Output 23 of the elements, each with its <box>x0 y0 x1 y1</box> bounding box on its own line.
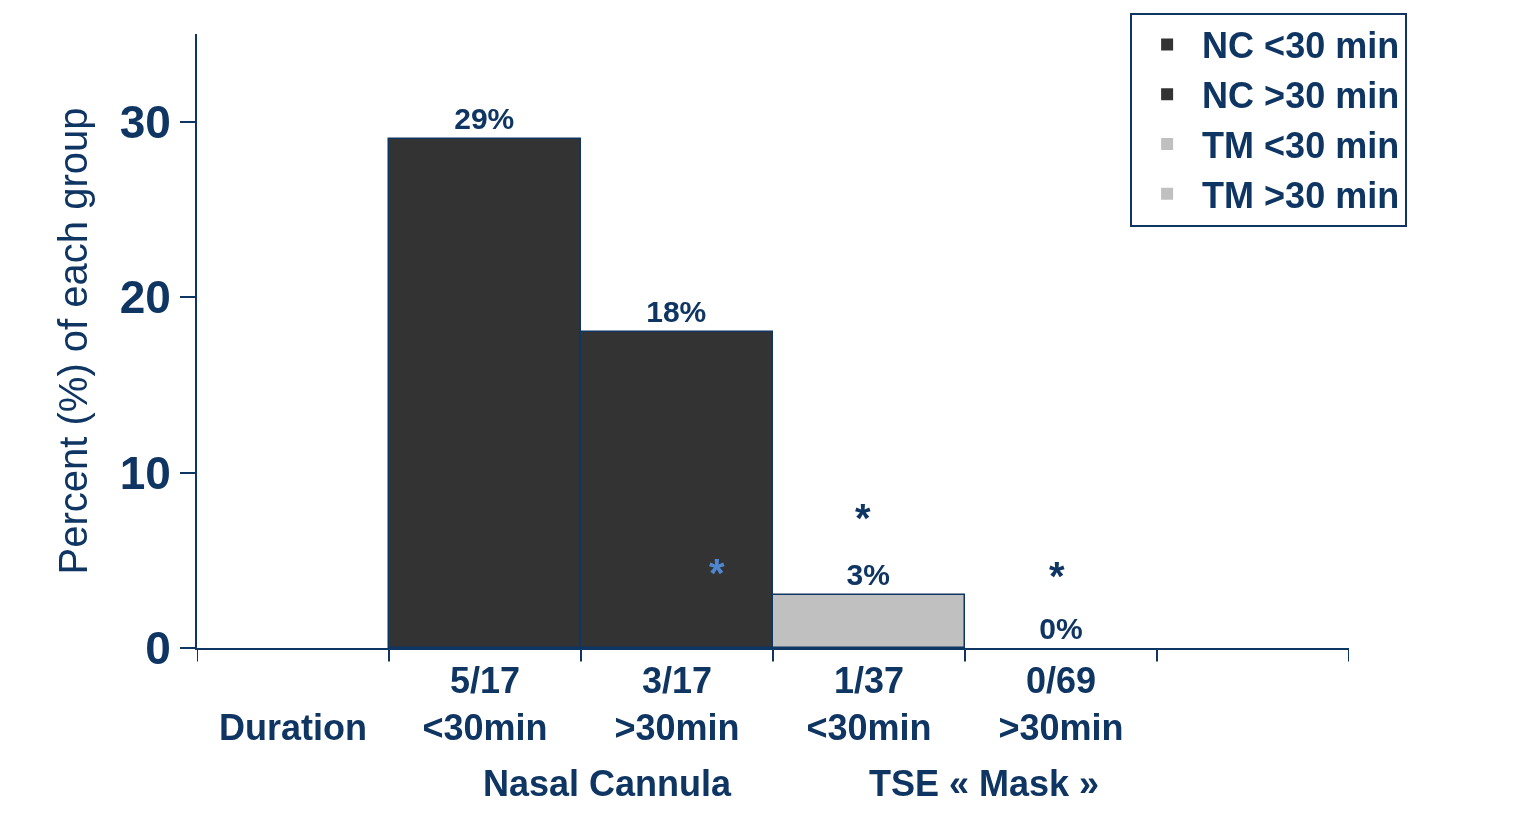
text: Nasal Cannula <box>483 763 733 804</box>
legend-label: NC <30 min <box>1202 25 1400 67</box>
x-tick-label: Duration <box>219 707 367 748</box>
data-label: 18% <box>646 295 707 329</box>
annotation: * <box>855 496 871 540</box>
y-axis-title: Percent (%) of each group <box>50 107 95 575</box>
data-label: 29% <box>454 102 515 136</box>
data-label: 0% <box>1039 612 1083 645</box>
legend-label: TM <30 min <box>1202 125 1400 167</box>
legend-label: NC >30 min <box>1202 75 1400 117</box>
annotation: * <box>709 551 725 595</box>
y-tick-label: 30 <box>119 95 171 148</box>
data-label: 3% <box>846 558 890 592</box>
y-tick-label: 10 <box>119 446 171 499</box>
text: TSE « Mask » <box>869 763 1100 804</box>
x-tick-label: 0/69 >30min <box>998 660 1124 748</box>
y-tick-label: 20 <box>119 271 171 324</box>
x-tick-label: 1/37 <30min <box>806 660 932 748</box>
annotation: * <box>1049 554 1065 598</box>
x-tick-label: 5/17 <30min <box>422 660 548 748</box>
legend-label: TM >30 min <box>1202 174 1400 216</box>
x-tick-label: 3/17 >30min <box>614 660 740 748</box>
y-tick-label: 0 <box>145 622 171 675</box>
